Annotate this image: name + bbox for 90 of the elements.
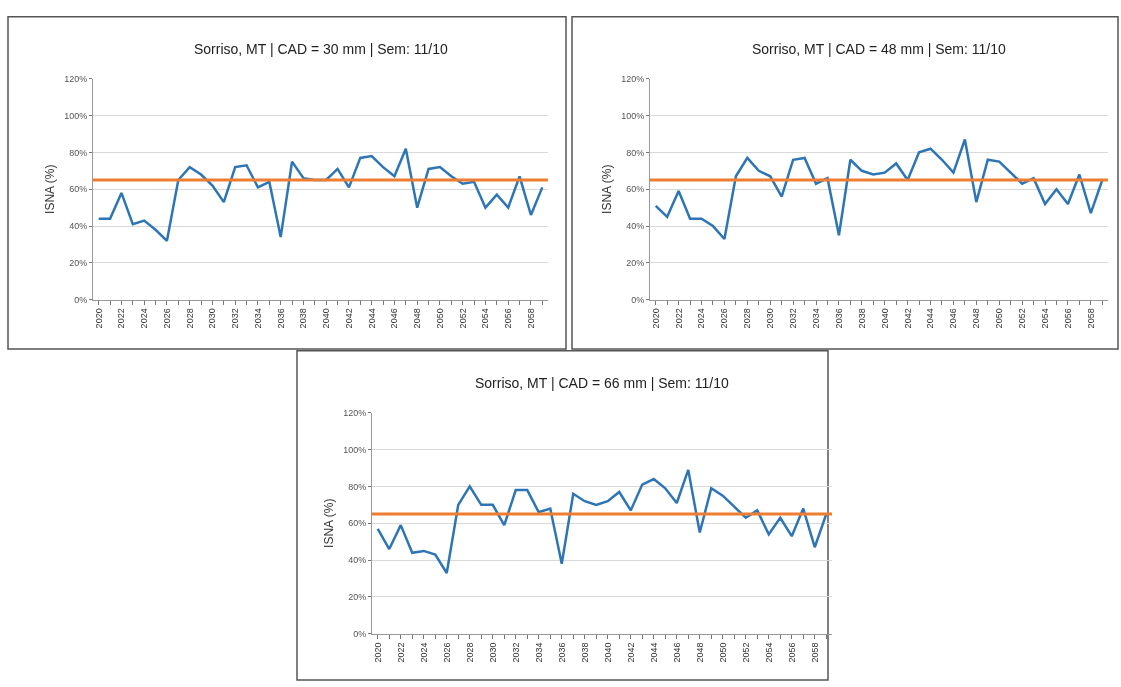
y-tick-label: 120% (621, 73, 645, 84)
x-tick-label: 2034 (810, 308, 821, 329)
x-tick-label: 2050 (434, 308, 445, 329)
x-tick-label: 2048 (694, 642, 705, 663)
y-tick-label: 20% (348, 592, 367, 603)
x-tick-label: 2040 (321, 308, 332, 329)
x-tick-label: 2042 (902, 308, 913, 329)
chart-title: Sorriso, MT | CAD = 30 mm | Sem: 11/10 (194, 41, 448, 57)
x-tick-label: 2024 (696, 308, 707, 329)
x-tick-label: 2034 (533, 642, 544, 663)
x-tick-label: 2030 (207, 308, 218, 329)
x-tick-label: 2048 (971, 308, 982, 329)
x-tick-label: 2052 (1017, 308, 1028, 329)
x-tick-label: 2052 (740, 642, 751, 663)
x-tick-label: 2032 (230, 308, 241, 329)
x-tick-label: 2044 (925, 308, 936, 329)
y-tick-label: 120% (343, 407, 367, 418)
x-tick-label: 2058 (525, 308, 536, 329)
y-tick-label: 80% (348, 481, 367, 492)
x-tick-label: 2020 (372, 642, 383, 663)
x-tick-label: 2056 (503, 308, 514, 329)
y-tick-label: 100% (621, 110, 645, 121)
x-tick-label: 2024 (418, 642, 429, 663)
x-tick-label: 2032 (510, 642, 521, 663)
y-tick-label: 40% (348, 555, 367, 566)
x-tick-label: 2052 (457, 308, 468, 329)
x-tick-label: 2046 (389, 308, 400, 329)
x-tick-label: 2034 (252, 308, 263, 329)
x-tick-label: 2028 (464, 642, 475, 663)
x-tick-label: 2020 (650, 308, 661, 329)
y-tick-label: 60% (69, 184, 88, 195)
x-tick-label: 2026 (441, 642, 452, 663)
x-tick-label: 2054 (1039, 308, 1050, 329)
x-tick-label: 2022 (116, 308, 127, 329)
y-tick-label: 80% (626, 147, 645, 158)
x-tick-label: 2054 (763, 642, 774, 663)
y-tick-label: 100% (64, 110, 88, 121)
x-tick-label: 2030 (765, 308, 776, 329)
y-tick-label: 40% (626, 221, 645, 232)
y-tick-label: 80% (69, 147, 88, 158)
x-tick-label: 2056 (1062, 308, 1073, 329)
y-tick-label: 60% (626, 184, 645, 195)
x-tick-label: 2026 (161, 308, 172, 329)
chart-title: Sorriso, MT | CAD = 66 mm | Sem: 11/10 (475, 375, 729, 391)
x-tick-label: 2042 (343, 308, 354, 329)
x-tick-label: 2026 (719, 308, 730, 329)
y-tick-label: 40% (69, 221, 88, 232)
y-axis-title: ISNA (%) (600, 164, 615, 214)
y-tick-label: 0% (631, 294, 645, 305)
x-tick-label: 2056 (786, 642, 797, 663)
y-axis-title: ISNA (%) (43, 164, 58, 214)
y-tick-label: 60% (348, 518, 367, 529)
x-tick-label: 2022 (395, 642, 406, 663)
y-axis-title: ISNA (%) (322, 498, 337, 548)
x-tick-label: 2030 (487, 642, 498, 663)
x-tick-label: 2036 (275, 308, 286, 329)
x-tick-label: 2048 (412, 308, 423, 329)
x-tick-label: 2044 (648, 642, 659, 663)
x-tick-label: 2038 (579, 642, 590, 663)
x-tick-label: 2046 (948, 308, 959, 329)
line-series (376, 468, 828, 575)
x-tick-label: 2054 (480, 308, 491, 329)
y-tick-label: 100% (343, 444, 367, 455)
x-tick-label: 2020 (93, 308, 104, 329)
x-tick-label: 2058 (1085, 308, 1096, 329)
x-tick-label: 2022 (673, 308, 684, 329)
x-tick-label: 2036 (556, 642, 567, 663)
x-tick-label: 2058 (809, 642, 820, 663)
y-tick-label: 20% (626, 258, 645, 269)
x-tick-label: 2036 (833, 308, 844, 329)
line-series (654, 138, 1104, 241)
chart-title: Sorriso, MT | CAD = 48 mm | Sem: 11/10 (752, 41, 1006, 57)
x-tick-label: 2032 (788, 308, 799, 329)
x-tick-label: 2044 (366, 308, 377, 329)
x-tick-label: 2046 (671, 642, 682, 663)
x-tick-label: 2028 (742, 308, 753, 329)
x-tick-label: 2038 (856, 308, 867, 329)
line-series (97, 147, 544, 243)
x-tick-label: 2038 (298, 308, 309, 329)
x-tick-label: 2050 (994, 308, 1005, 329)
x-tick-label: 2028 (184, 308, 195, 329)
y-tick-label: 0% (74, 294, 88, 305)
x-tick-label: 2024 (139, 308, 150, 329)
x-tick-label: 2042 (625, 642, 636, 663)
x-tick-label: 2040 (879, 308, 890, 329)
x-tick-label: 2050 (717, 642, 728, 663)
x-tick-label: 2040 (602, 642, 613, 663)
y-tick-label: 0% (353, 628, 367, 639)
y-tick-label: 20% (69, 258, 88, 269)
y-tick-label: 120% (64, 73, 88, 84)
